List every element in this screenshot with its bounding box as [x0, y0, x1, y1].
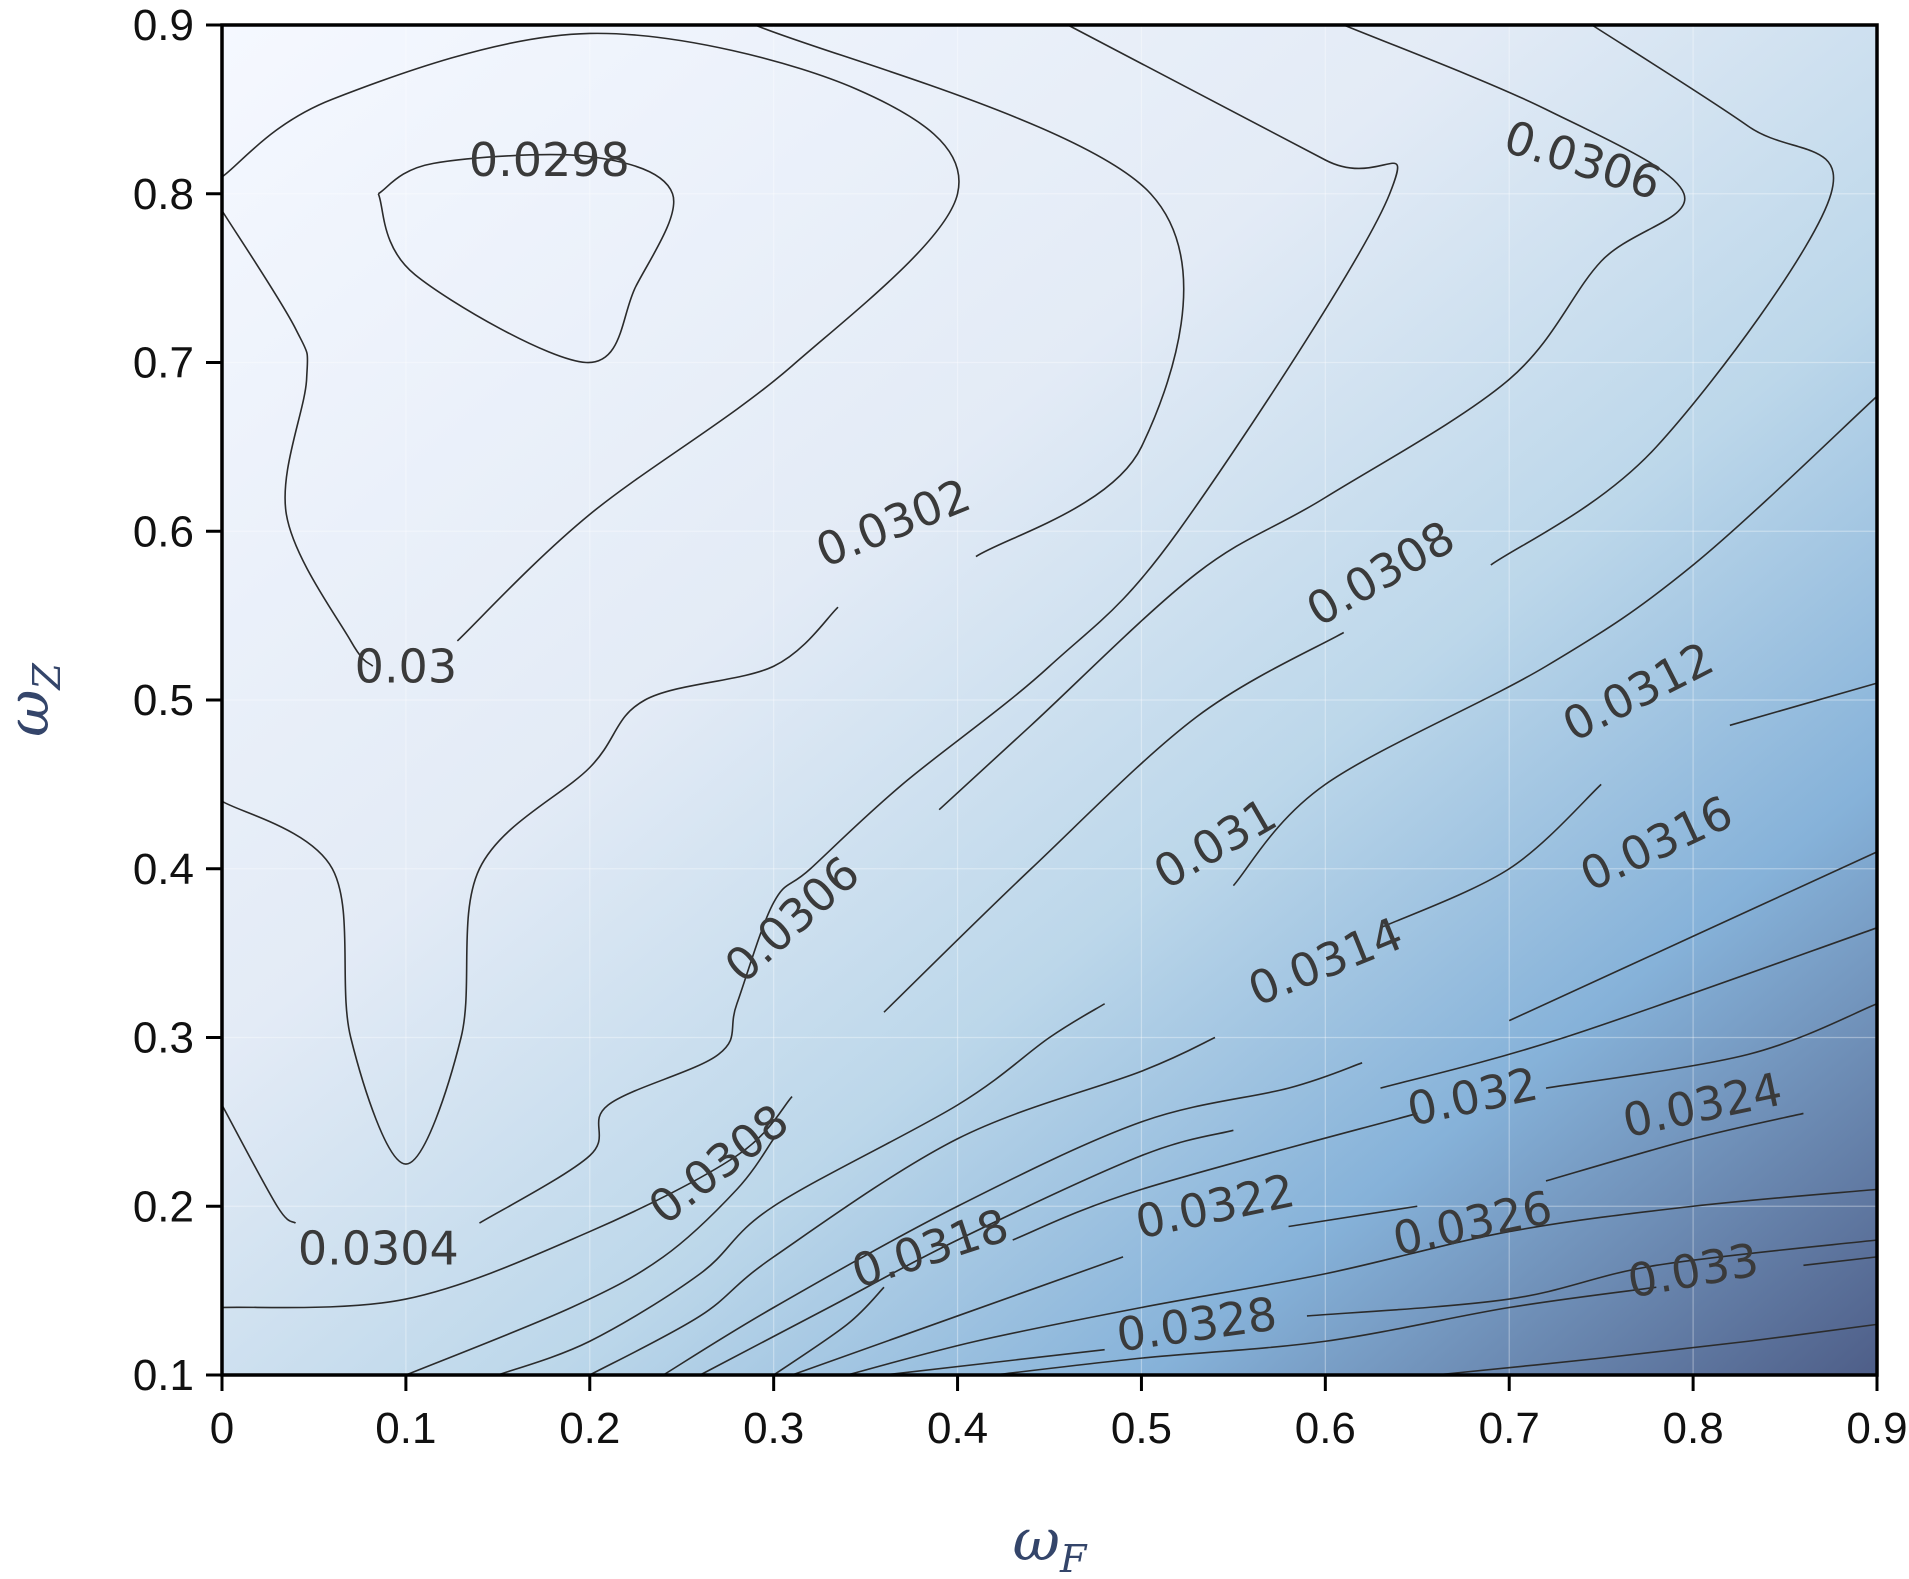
contour-line-28	[883, 1348, 1105, 1376]
contour-line-27	[847, 1188, 1878, 1376]
contour-line-15	[1380, 783, 1602, 929]
y-axis-title: ωZ	[0, 663, 69, 737]
x-tick-label-3: 0.3	[743, 1404, 804, 1453]
contour-line-4	[754, 24, 1185, 558]
x-tick-label-4: 0.4	[927, 1404, 988, 1453]
x-axis-title-main: ω	[1013, 1506, 1060, 1574]
contour-line-10	[883, 631, 1345, 1013]
x-tick-label-7: 0.7	[1479, 1404, 1540, 1453]
contour-line-21	[773, 1286, 885, 1376]
y-tick-label-1: 0.2	[133, 1182, 194, 1231]
contour-label-0: 0.0298	[469, 133, 630, 187]
contour-line-20	[1380, 927, 1878, 1089]
contour-label-1: 0.03	[355, 639, 457, 693]
contour-line-26	[1545, 1112, 1804, 1182]
contour-line-24	[791, 1256, 1124, 1376]
contour-line-14	[589, 1036, 1216, 1376]
x-tick-label-0: 0	[210, 1404, 234, 1453]
contour-line-19	[699, 1129, 1234, 1376]
plot-background	[222, 25, 1877, 1375]
contour-line-18	[1508, 851, 1878, 1022]
x-axis-ticks: 0 0.1 0.2 0.3 0.4 0.5 0.6 0.7 0.8 0.9	[210, 1375, 1908, 1453]
x-tick-label-1: 0.1	[375, 1404, 436, 1453]
y-axis-ticks: 0.1 0.2 0.3 0.4 0.5 0.6 0.7 0.8 0.9	[133, 1, 222, 1400]
x-axis-title-sub: F	[1059, 1537, 1088, 1579]
x-tick-label-8: 0.8	[1663, 1404, 1724, 1453]
contour-line-3	[221, 606, 839, 1165]
y-tick-label-6: 0.7	[133, 339, 194, 388]
contour-line-12	[497, 1003, 1106, 1376]
contour-line-17	[662, 1062, 1363, 1376]
x-tick-label-9: 0.9	[1846, 1404, 1907, 1453]
contour-line-9	[405, 1138, 775, 1376]
contour-line-31	[1803, 1256, 1878, 1267]
contour-line-5	[221, 1104, 297, 1224]
contour-line-22	[1012, 1112, 1418, 1241]
x-axis-title: ωF	[1013, 1506, 1088, 1579]
contour-line-32	[1435, 1323, 1878, 1376]
y-tick-label-5: 0.6	[133, 507, 194, 556]
contour-line-8	[938, 24, 1686, 811]
contour-line-1	[221, 210, 374, 667]
x-tick-label-6: 0.6	[1295, 1404, 1356, 1453]
x-tick-label-2: 0.2	[559, 1404, 620, 1453]
contour-line-0	[377, 153, 675, 364]
contour-line-13	[1232, 395, 1878, 887]
contour-line-29	[1306, 1239, 1878, 1317]
y-tick-label-0: 0.1	[133, 1351, 194, 1400]
contour-line-6	[479, 24, 1399, 1224]
y-axis-title-sub: Z	[25, 663, 69, 691]
contour-line-11	[1490, 24, 1835, 566]
contour-label-3: 0.0304	[298, 1221, 459, 1275]
contour-lines	[221, 24, 1878, 1376]
contour-line-7	[221, 1096, 793, 1309]
x-tick-label-5: 0.5	[1111, 1404, 1172, 1453]
y-tick-label-7: 0.8	[133, 170, 194, 219]
contour-line-16	[1729, 682, 1878, 727]
contour-line-30	[994, 1286, 1657, 1376]
contour-line-2	[221, 32, 960, 642]
y-tick-label-8: 0.9	[133, 1, 194, 50]
y-tick-label-2: 0.3	[133, 1014, 194, 1063]
contour-line-25	[1288, 1205, 1418, 1228]
y-axis-title-main: ω	[0, 690, 62, 737]
y-tick-label-3: 0.4	[133, 845, 194, 894]
y-tick-label-4: 0.5	[133, 676, 194, 725]
contour-line-23	[1545, 1003, 1878, 1089]
